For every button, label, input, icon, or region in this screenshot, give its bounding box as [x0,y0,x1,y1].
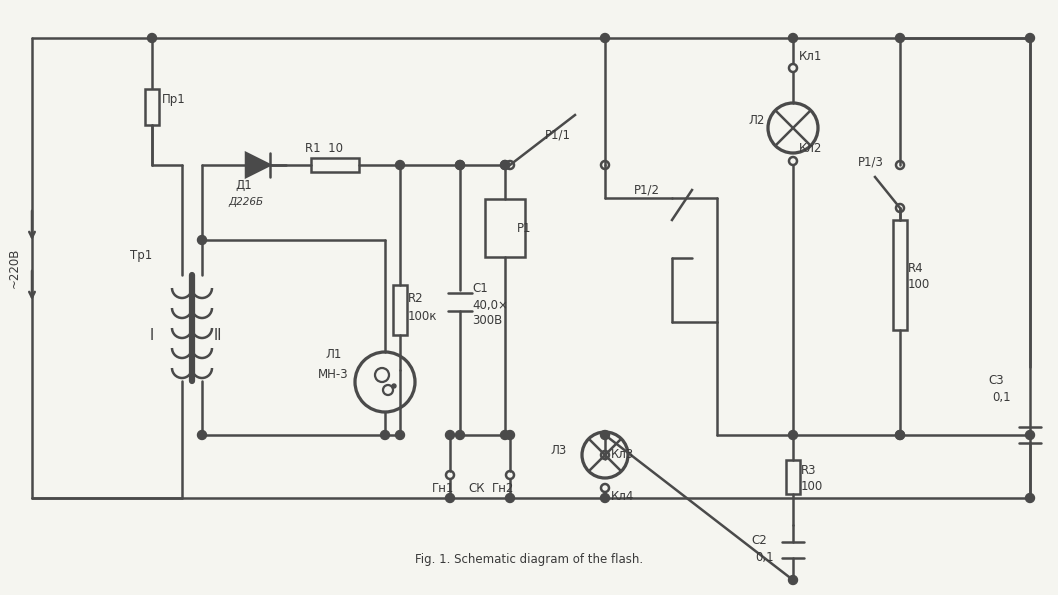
Circle shape [445,493,455,503]
Bar [786,460,800,494]
Circle shape [1025,431,1035,440]
Text: R1  10: R1 10 [305,142,343,155]
Circle shape [601,431,609,440]
Text: Л1: Л1 [325,349,342,362]
Circle shape [445,431,455,440]
Text: Кл1: Кл1 [799,49,822,62]
Text: Д1: Д1 [235,178,252,192]
Circle shape [393,384,396,388]
Text: II: II [214,327,222,343]
Text: Кл2: Кл2 [799,142,822,155]
Text: СК: СК [468,483,485,496]
Circle shape [456,161,464,170]
Text: МН-3: МН-3 [318,368,349,381]
Circle shape [895,431,905,440]
Text: Р1/2: Р1/2 [634,183,660,196]
Text: Р1/1: Р1/1 [545,129,571,142]
Bar [311,158,359,172]
Text: R4: R4 [908,261,924,274]
Text: Гн2: Гн2 [492,483,514,496]
Circle shape [500,161,510,170]
Text: С3: С3 [988,374,1004,387]
Bar [393,285,407,335]
Text: Гн1: Гн1 [432,483,454,496]
Text: Fig. 1. Schematic diagram of the flash.: Fig. 1. Schematic diagram of the flash. [415,553,643,566]
Circle shape [500,161,510,170]
Bar [893,220,907,330]
Bar [485,199,525,257]
Text: ~220В: ~220В [8,248,21,288]
Text: 100к: 100к [408,309,438,322]
Text: R3: R3 [801,464,817,477]
Text: Л3: Л3 [550,443,566,456]
Circle shape [506,431,514,440]
Circle shape [147,33,157,42]
Circle shape [381,431,389,440]
Circle shape [396,431,404,440]
Text: Тр1: Тр1 [130,249,152,261]
Text: R2: R2 [408,292,423,305]
Circle shape [198,236,206,245]
Text: Р1: Р1 [517,221,531,234]
Text: Д226Б: Д226Б [229,197,263,207]
Text: Р1/3: Р1/3 [858,155,883,168]
Text: 300В: 300В [472,315,503,327]
Circle shape [895,33,905,42]
Text: Пр1: Пр1 [162,93,186,107]
Circle shape [1025,33,1035,42]
Circle shape [396,161,404,170]
Circle shape [895,431,905,440]
Text: Кл4: Кл4 [612,490,635,503]
Circle shape [456,161,464,170]
Circle shape [788,431,798,440]
Circle shape [500,431,510,440]
Text: 40,0×: 40,0× [472,299,508,312]
Polygon shape [247,153,270,177]
Circle shape [788,575,798,584]
Text: 0,1: 0,1 [755,552,773,565]
Text: С2: С2 [751,534,767,546]
Text: Л2: Л2 [748,114,764,127]
Text: I: I [150,327,154,343]
Circle shape [1025,493,1035,503]
Circle shape [198,431,206,440]
Bar [145,89,159,125]
Circle shape [456,431,464,440]
Text: Кл3: Кл3 [612,449,634,462]
Text: С1: С1 [472,281,488,295]
Circle shape [601,33,609,42]
Circle shape [788,33,798,42]
Text: 100: 100 [801,480,823,493]
Circle shape [506,493,514,503]
Text: 100: 100 [908,277,930,290]
Text: 0,1: 0,1 [992,390,1010,403]
Circle shape [601,493,609,503]
